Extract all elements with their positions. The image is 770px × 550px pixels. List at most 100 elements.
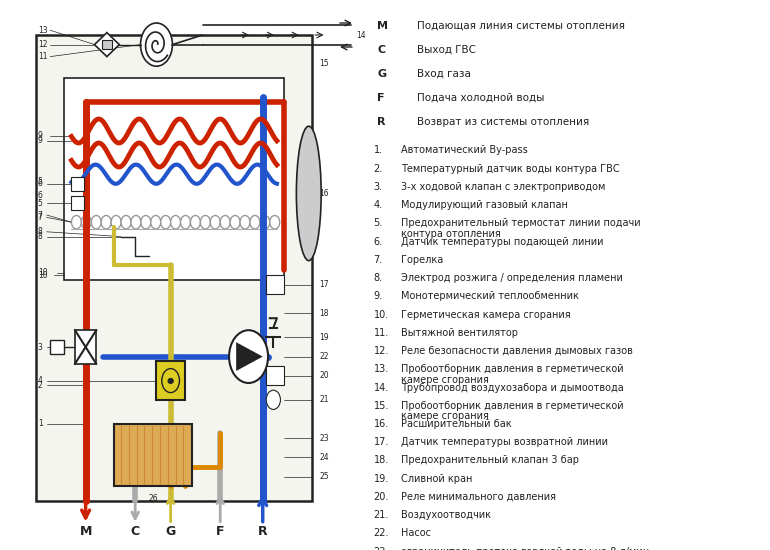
Circle shape	[161, 216, 171, 229]
Text: Предохранительный термостат линии подачи: Предохранительный термостат линии подачи	[401, 218, 641, 228]
Text: 4: 4	[38, 376, 42, 385]
Text: 14: 14	[357, 30, 367, 40]
Text: Монотермический теплообменник: Монотермический теплообменник	[401, 292, 579, 301]
Text: M: M	[377, 20, 388, 31]
Text: 8: 8	[38, 227, 42, 236]
Text: Реле минимального давления: Реле минимального давления	[401, 492, 556, 502]
Text: 2: 2	[38, 381, 42, 390]
Text: 19: 19	[320, 333, 329, 342]
Text: 17.: 17.	[373, 437, 389, 447]
Bar	[102, 40, 112, 49]
Text: 21: 21	[320, 395, 329, 404]
Text: 16: 16	[320, 189, 329, 198]
Text: Электрод розжига / определения пламени: Электрод розжига / определения пламени	[401, 273, 623, 283]
Text: 11.: 11.	[373, 328, 389, 338]
Text: 13.: 13.	[373, 364, 389, 375]
Bar	[75, 330, 96, 364]
Polygon shape	[95, 32, 119, 57]
Circle shape	[200, 216, 210, 229]
Text: 20: 20	[320, 371, 329, 380]
Circle shape	[72, 216, 82, 229]
Text: Возврат из системы отопления: Возврат из системы отопления	[417, 117, 589, 126]
Text: 10.: 10.	[373, 310, 389, 320]
Text: Подающая линия системы отопления: Подающая линия системы отопления	[417, 20, 624, 31]
Text: 7.: 7.	[373, 255, 383, 265]
Text: ●: ●	[167, 376, 174, 385]
Text: Выход ГВС: Выход ГВС	[417, 45, 476, 54]
Text: Реле безопасности давления дымовых газов: Реле безопасности давления дымовых газов	[401, 346, 633, 356]
Text: 16.: 16.	[373, 419, 389, 429]
Text: 23.: 23.	[373, 547, 389, 550]
Bar	[72, 177, 84, 191]
Text: 24: 24	[320, 453, 329, 462]
Text: 23: 23	[320, 434, 329, 443]
Text: 3: 3	[38, 343, 42, 351]
Text: C: C	[377, 45, 386, 54]
Circle shape	[260, 216, 269, 229]
Ellipse shape	[296, 126, 321, 261]
Text: 5: 5	[38, 199, 42, 207]
Text: Пробоотборник давления в герметической: Пробоотборник давления в герметической	[401, 364, 624, 375]
Text: контура отопления: контура отопления	[401, 229, 500, 239]
Text: 21.: 21.	[373, 510, 389, 520]
Text: Датчик температуры подающей линии: Датчик температуры подающей линии	[401, 236, 604, 246]
Circle shape	[92, 216, 101, 229]
Text: M: M	[79, 525, 92, 538]
Circle shape	[180, 216, 190, 229]
Circle shape	[266, 390, 280, 409]
Text: 19.: 19.	[373, 474, 389, 483]
Bar	[72, 196, 84, 210]
Circle shape	[101, 216, 111, 229]
Text: 12: 12	[38, 40, 47, 49]
Text: камере сгорания: камере сгорания	[401, 411, 489, 421]
Text: 11: 11	[38, 52, 47, 61]
Text: F: F	[216, 525, 225, 538]
Text: Датчик температуры возвратной линии: Датчик температуры возвратной линии	[401, 437, 608, 447]
Bar	[266, 366, 284, 386]
Text: 3-х ходовой клапан с электроприводом: 3-х ходовой клапан с электроприводом	[401, 182, 605, 192]
Text: Трубопровод воздухозабора и дымоотвода: Трубопровод воздухозабора и дымоотвода	[401, 382, 624, 393]
Text: 6: 6	[38, 191, 42, 200]
Circle shape	[230, 216, 240, 229]
Text: 6.: 6.	[373, 236, 383, 246]
Circle shape	[82, 216, 92, 229]
Text: 18.: 18.	[373, 455, 389, 465]
Text: 20.: 20.	[373, 492, 389, 502]
Text: 5: 5	[38, 177, 42, 186]
Circle shape	[111, 216, 121, 229]
Text: 10: 10	[38, 271, 48, 279]
Text: 26: 26	[148, 494, 158, 503]
Text: 9: 9	[38, 136, 42, 145]
Text: 18: 18	[320, 309, 329, 318]
Text: 15.: 15.	[373, 401, 389, 411]
Text: 3.: 3.	[373, 182, 383, 192]
Circle shape	[151, 216, 161, 229]
Text: G: G	[377, 69, 387, 79]
Text: Горелка: Горелка	[401, 255, 444, 265]
Text: 15: 15	[320, 59, 329, 68]
Text: 6: 6	[38, 179, 42, 188]
Circle shape	[240, 216, 250, 229]
Bar	[50, 340, 65, 354]
Text: R: R	[377, 117, 386, 126]
Text: 1.: 1.	[373, 145, 383, 156]
Text: 9.: 9.	[373, 292, 383, 301]
Text: Насос: Насос	[401, 529, 431, 538]
Text: Автоматический By-pass: Автоматический By-pass	[401, 145, 527, 156]
Text: 2.: 2.	[373, 164, 383, 174]
Text: ограничитель протока горячей воды на 8 л/мин: ограничитель протока горячей воды на 8 л…	[401, 547, 649, 550]
Text: 7: 7	[38, 213, 42, 222]
Text: 5.: 5.	[373, 218, 383, 228]
Circle shape	[141, 23, 172, 66]
Circle shape	[210, 216, 220, 229]
Text: Температурный датчик воды контура ГВС: Температурный датчик воды контура ГВС	[401, 164, 620, 174]
Text: F: F	[377, 92, 385, 103]
Text: Воздухоотводчик: Воздухоотводчик	[401, 510, 491, 520]
Circle shape	[141, 216, 151, 229]
Bar	[266, 275, 284, 294]
Text: G: G	[166, 525, 176, 538]
Text: 22.: 22.	[373, 529, 389, 538]
Text: 25: 25	[320, 472, 329, 481]
Text: C: C	[131, 525, 140, 538]
Text: Пробоотборник давления в герметической: Пробоотборник давления в герметической	[401, 401, 624, 411]
